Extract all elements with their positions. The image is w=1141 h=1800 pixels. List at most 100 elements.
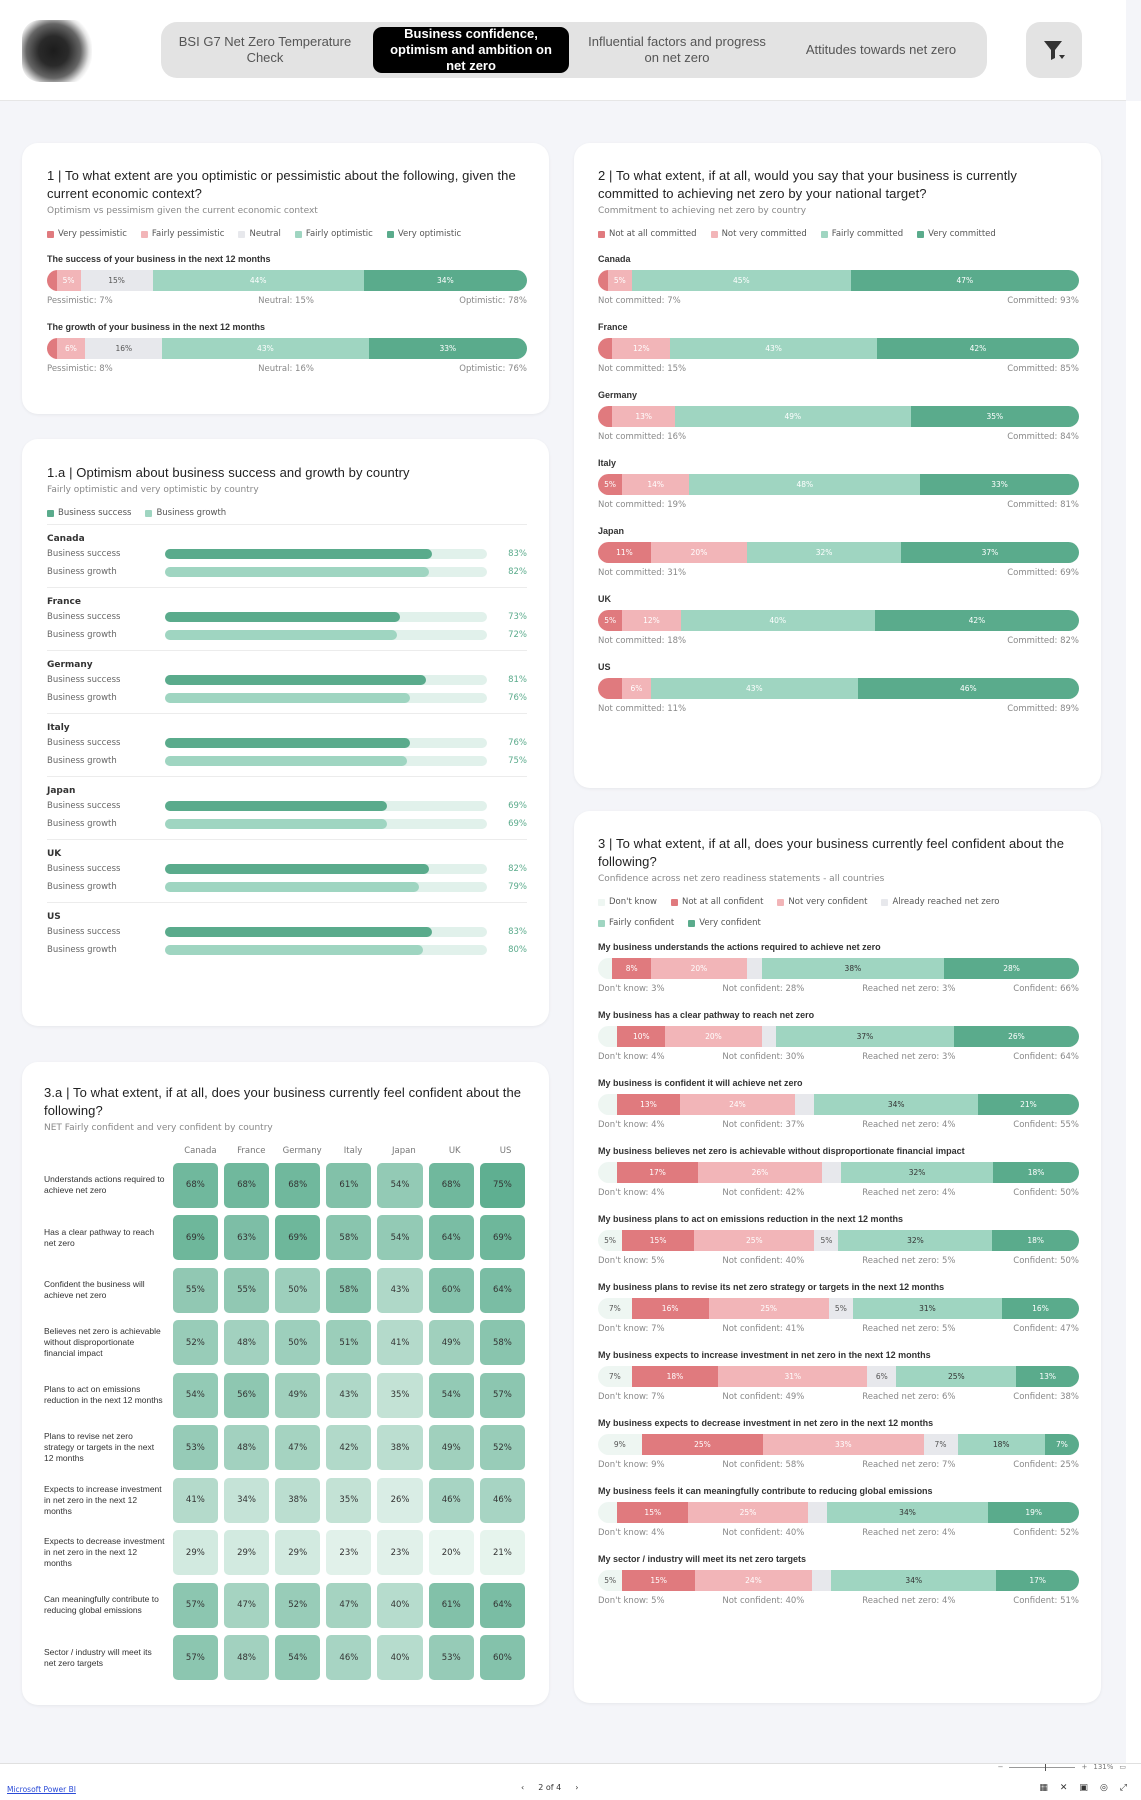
stacked-bar[interactable]: 12% 43% 42% [598, 338, 1079, 359]
heatmap-cell[interactable]: 21% [479, 1530, 525, 1576]
heatmap-cell[interactable]: 41% [172, 1477, 218, 1523]
heatmap-cell[interactable]: 49% [428, 1320, 474, 1366]
heatmap-cell[interactable]: 53% [172, 1425, 218, 1471]
heatmap-cell[interactable]: 61% [428, 1582, 474, 1628]
heatmap-cell[interactable]: 46% [479, 1477, 525, 1523]
heatmap-cell[interactable]: 58% [479, 1320, 525, 1366]
heatmap-cell[interactable]: 52% [172, 1320, 218, 1366]
country-bar-row[interactable]: Business growth 76% [47, 689, 527, 706]
fullscreen-icon[interactable]: ⤢ [1119, 1783, 1127, 1793]
heatmap-cell[interactable]: 68% [275, 1162, 321, 1208]
heatmap-cell[interactable]: 34% [223, 1477, 270, 1523]
country-bar-row[interactable]: Business growth 75% [47, 752, 527, 769]
heatmap-cell[interactable]: 47% [326, 1582, 372, 1628]
stacked-bar[interactable]: 7% 16% 25% 5% 31% 16% [598, 1298, 1079, 1319]
share-icon[interactable]: ◎ [1099, 1783, 1108, 1793]
heatmap-cell[interactable]: 68% [428, 1162, 474, 1208]
heatmap-cell[interactable]: 56% [223, 1372, 270, 1418]
heatmap-cell[interactable]: 42% [326, 1425, 372, 1471]
heatmap-cell[interactable]: 23% [377, 1530, 423, 1576]
heatmap-cell[interactable]: 47% [223, 1582, 270, 1628]
stacked-bar[interactable]: 5% 45% 47% [598, 270, 1079, 291]
heatmap-cell[interactable]: 57% [172, 1635, 218, 1681]
heatmap-cell[interactable]: 54% [377, 1162, 423, 1208]
power-bi-link[interactable]: Microsoft Power BI [7, 1785, 76, 1794]
stacked-bar[interactable]: 11% 20% 32% 37% [598, 542, 1079, 563]
country-bar-row[interactable]: Business growth 80% [47, 941, 527, 958]
heatmap-cell[interactable]: 54% [377, 1215, 423, 1261]
heatmap-cell[interactable]: 41% [377, 1320, 423, 1366]
heatmap-cell[interactable]: 52% [479, 1425, 525, 1471]
heatmap-cell[interactable]: 57% [172, 1582, 218, 1628]
heatmap-cell[interactable]: 55% [223, 1267, 270, 1313]
heatmap-cell[interactable]: 52% [275, 1582, 321, 1628]
stacked-bar[interactable]: 5% 15% 25% 5% 32% 18% [598, 1230, 1079, 1251]
facebook-icon[interactable]: ▦ [1039, 1783, 1048, 1793]
stacked-bar[interactable]: 6% 43% 46% [598, 678, 1079, 699]
zoom-out-icon[interactable]: − [997, 1763, 1004, 1771]
heatmap-cell[interactable]: 35% [326, 1477, 372, 1523]
stacked-bar[interactable]: 10% 20% 37% 26% [598, 1026, 1079, 1047]
heatmap-cell[interactable]: 58% [326, 1215, 372, 1261]
heatmap-cell[interactable]: 64% [428, 1215, 474, 1261]
filter-button[interactable] [1026, 22, 1082, 78]
heatmap-cell[interactable]: 46% [428, 1477, 474, 1523]
heatmap-cell[interactable]: 60% [479, 1635, 525, 1681]
country-bar-row[interactable]: Business success 82% [47, 860, 527, 877]
tab-business-confidence[interactable]: Business confidence, optimism and ambiti… [373, 26, 569, 73]
heatmap-cell[interactable]: 49% [428, 1425, 474, 1471]
heatmap-cell[interactable]: 40% [377, 1582, 423, 1628]
heatmap-cell[interactable]: 75% [479, 1162, 525, 1208]
heatmap-cell[interactable]: 38% [377, 1425, 423, 1471]
prev-page-icon[interactable]: ‹ [521, 1783, 525, 1792]
heatmap-cell[interactable]: 51% [326, 1320, 372, 1366]
country-bar-row[interactable]: Business growth 72% [47, 626, 527, 643]
stacked-bar[interactable]: 13% 24% 34% 21% [598, 1094, 1079, 1115]
stacked-bar[interactable]: 7% 18% 31% 6% 25% 13% [598, 1366, 1079, 1387]
country-bar-row[interactable]: Business success 73% [47, 608, 527, 625]
heatmap-cell[interactable]: 57% [479, 1372, 525, 1418]
heatmap-cell[interactable]: 68% [172, 1162, 218, 1208]
heatmap-cell[interactable]: 48% [223, 1320, 270, 1366]
heatmap-cell[interactable]: 69% [479, 1215, 525, 1261]
heatmap-cell[interactable]: 55% [172, 1267, 218, 1313]
heatmap-cell[interactable]: 69% [275, 1215, 321, 1261]
tab-net-zero-temperature-check[interactable]: BSI G7 Net Zero Temperature Check [178, 34, 352, 65]
heatmap-cell[interactable]: 29% [172, 1530, 218, 1576]
stacked-bar[interactable]: 9% 25% 33% 7% 18% 7% [598, 1434, 1079, 1455]
stacked-bar[interactable]: 15% 25% 34% 19% [598, 1502, 1079, 1523]
heatmap-cell[interactable]: 40% [377, 1635, 423, 1681]
heatmap-cell[interactable]: 69% [172, 1215, 218, 1261]
heatmap-cell[interactable]: 54% [428, 1372, 474, 1418]
heatmap-cell[interactable]: 20% [428, 1530, 474, 1576]
heatmap-cell[interactable]: 58% [326, 1267, 372, 1313]
country-bar-row[interactable]: Business growth 79% [47, 878, 527, 895]
country-bar-row[interactable]: Business success 69% [47, 797, 527, 814]
stacked-bar[interactable]: 5% 15% 44% 34% [47, 270, 527, 291]
heatmap-cell[interactable]: 29% [223, 1530, 270, 1576]
country-bar-row[interactable]: Business success 76% [47, 734, 527, 751]
heatmap-cell[interactable]: 61% [326, 1162, 372, 1208]
heatmap-cell[interactable]: 48% [223, 1635, 270, 1681]
heatmap-cell[interactable]: 47% [275, 1425, 321, 1471]
heatmap-cell[interactable]: 26% [377, 1477, 423, 1523]
heatmap-cell[interactable]: 60% [428, 1267, 474, 1313]
heatmap-cell[interactable]: 48% [223, 1425, 270, 1471]
heatmap-cell[interactable]: 29% [275, 1530, 321, 1576]
stacked-bar[interactable]: 17% 26% 32% 18% [598, 1162, 1079, 1183]
heatmap-cell[interactable]: 50% [275, 1320, 321, 1366]
linkedin-icon[interactable]: ▣ [1079, 1783, 1088, 1793]
heatmap-cell[interactable]: 64% [479, 1267, 525, 1313]
tab-influential-factors[interactable]: Influential factors and progress on net … [588, 34, 766, 65]
country-bar-row[interactable]: Business success 81% [47, 671, 527, 688]
heatmap-cell[interactable]: 68% [223, 1162, 270, 1208]
country-bar-row[interactable]: Business success 83% [47, 923, 527, 940]
stacked-bar[interactable]: 6% 16% 43% 33% [47, 338, 527, 359]
tab-attitudes[interactable]: Attitudes towards net zero [805, 42, 957, 57]
twitter-icon[interactable]: ✕ [1059, 1783, 1068, 1793]
heatmap-cell[interactable]: 64% [479, 1582, 525, 1628]
heatmap-cell[interactable]: 43% [326, 1372, 372, 1418]
country-bar-row[interactable]: Business growth 69% [47, 815, 527, 832]
stacked-bar[interactable]: 5% 12% 40% 42% [598, 610, 1079, 631]
heatmap-cell[interactable]: 43% [377, 1267, 423, 1313]
